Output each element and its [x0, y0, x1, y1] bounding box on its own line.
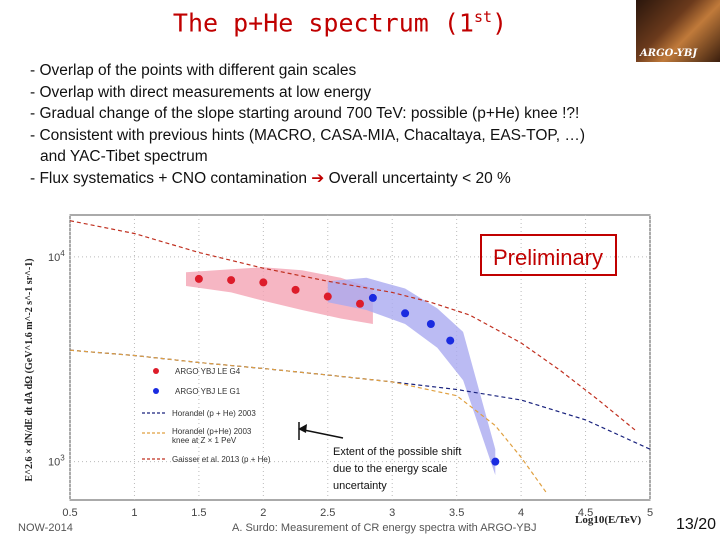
bullet-item: - Gradual change of the slope starting a… — [30, 105, 580, 122]
systematic-band-g1 — [327, 277, 496, 476]
spectrum-chart: 0.5 1 1.5 2 2.5 3 3.5 4 4.5 5 104 103 Log10(E/TeV) E^… — [24, 214, 653, 526]
x-tick-label: 2 — [260, 507, 266, 519]
y-tick-label: 104 — [48, 249, 65, 264]
data-point-g4 — [291, 285, 300, 294]
x-tick-label: 2.5 — [320, 507, 335, 519]
slide-title: The p+He spectrum (1st) — [0, 8, 680, 37]
shift-note-line: uncertainty — [333, 480, 387, 492]
data-point-g1 — [368, 293, 377, 302]
bullet-item-last: - Flux systematics + CNO contamination ➔… — [30, 168, 710, 190]
legend-marker — [153, 368, 159, 374]
plot-frame — [69, 214, 651, 501]
horandel-knee-curve — [69, 349, 548, 494]
legend-label-horandel: Horandel (p + He) 2003 — [172, 409, 256, 418]
data-point-g1 — [491, 457, 500, 466]
legend-label-g4: ARGO YBJ LE G4 — [175, 367, 241, 376]
bullet-item: - Overlap with direct measurements at lo… — [30, 83, 372, 101]
bullet-text: - Flux systematics + CNO contamination — [30, 169, 307, 187]
data-point-g4 — [227, 276, 236, 285]
x-tick-label: 1 — [131, 507, 137, 519]
y-axis-label: E^2.6 × dN/dE dt dA dΩ (GeV^1.6 m^-2 s^-… — [24, 258, 35, 481]
x-tick-label: 3.5 — [449, 507, 464, 519]
x-tick-label: 3 — [389, 507, 395, 519]
bullet-item: - Consistent with previous hints (MACRO,… — [30, 126, 586, 144]
argo-ybj-logo: ARGO-YBJ — [636, 0, 720, 62]
data-point-g4 — [323, 292, 332, 301]
x-axis-label: Log10(E/TeV) — [575, 514, 642, 526]
logo-text: ARGO-YBJ — [640, 48, 698, 59]
data-point-g1 — [401, 309, 410, 318]
slide-title-main: The p+He spectrum (1 — [172, 8, 474, 38]
legend-label-gaisser: Gaisser et al. 2013 (p + He) — [172, 455, 271, 464]
x-tick-label: 5 — [647, 507, 653, 519]
shift-arrowhead-left-icon — [298, 424, 307, 433]
x-tick-label: 4.5 — [578, 507, 593, 519]
footer-author-talk: A. Surdo: Measurement of CR energy spect… — [232, 522, 537, 534]
data-point-g1 — [426, 319, 435, 328]
slide-title-close: ) — [492, 8, 508, 38]
legend-label-horandel-knee-line2: knee at Z × 1 PeV — [172, 436, 237, 445]
bullet-item-continued: and YAC-Tibet spectrum — [40, 148, 208, 165]
x-tick-label: 4 — [518, 507, 524, 519]
shift-note-line: Extent of the possible shift — [333, 446, 461, 458]
gaisser-2013-curve — [69, 220, 638, 433]
legend-marker — [153, 388, 159, 394]
data-point-g4 — [356, 299, 364, 308]
preliminary-box — [480, 234, 617, 276]
preliminary-label: Preliminary — [493, 245, 603, 270]
bullet-list: - Overlap of the points with different g… — [30, 60, 710, 189]
shift-arrow-left-icon — [303, 429, 344, 439]
data-point-g1 — [446, 336, 455, 345]
x-tick-label: 1.5 — [191, 507, 206, 519]
shift-note-line: due to the energy scale — [333, 463, 447, 475]
x-tick-label: 0.5 — [62, 507, 77, 519]
legend-label-horandel-knee: Horandel (p+He) 2003 — [172, 427, 252, 436]
footer-conference: NOW-2014 — [18, 522, 73, 534]
bullet-item: - Overlap of the points with different g… — [30, 62, 357, 79]
slide-title-sup: st — [473, 8, 493, 26]
bullet-text-conclusion: Overall uncertainty < 20 % — [328, 169, 511, 187]
data-point-g4 — [259, 278, 268, 287]
horandel-2003-curve — [69, 349, 651, 450]
legend-label-g1: ARGO YBJ LE G1 — [175, 387, 241, 396]
y-tick-label: 103 — [48, 454, 65, 469]
right-arrow-icon: ➔ — [311, 169, 325, 187]
data-point-g4 — [194, 274, 203, 283]
page-number: 13/20 — [676, 516, 717, 533]
